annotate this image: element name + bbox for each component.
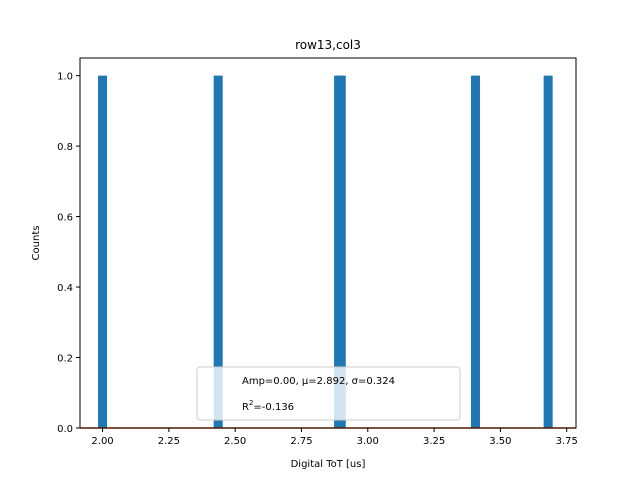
y-tick-label: 1.0 (57, 72, 73, 83)
legend-r-value: =-0.136 (253, 402, 294, 413)
histogram-bar (213, 75, 223, 428)
legend-r-label: R (242, 402, 249, 413)
y-tick-label: 0.6 (57, 213, 73, 224)
bars-group (98, 75, 553, 428)
y-tick-label: 0.2 (57, 354, 73, 365)
plot-frame (79, 57, 577, 429)
x-tick-label: 3.00 (357, 436, 379, 447)
x-tick-label: 2.00 (91, 436, 113, 447)
y-axis: 0.0 0.2 0.4 0.6 0.8 1.0 (57, 72, 80, 435)
x-tick-label: 3.75 (556, 436, 578, 447)
histogram-bar (470, 75, 480, 428)
histogram-bar (98, 75, 108, 428)
histogram-bar (336, 75, 346, 428)
legend-r-superscript: 2 (249, 399, 253, 407)
legend-entry-r-squared: R2=-0.136 (242, 399, 294, 413)
x-tick-label: 2.50 (224, 436, 246, 447)
y-axis-label: Counts (31, 226, 42, 261)
x-axis-label: Digital ToT [us] (291, 459, 366, 470)
x-tick-label: 2.75 (290, 436, 312, 447)
y-tick-label: 0.0 (57, 424, 73, 435)
chart-title: row13,col3 (295, 38, 361, 52)
legend: Amp=0.00, μ=2.892, σ=0.324 R2=-0.136 (196, 366, 461, 421)
y-tick-label: 0.4 (57, 283, 73, 294)
x-tick-label: 3.50 (489, 436, 511, 447)
x-axis: 2.00 2.25 2.50 2.75 3.00 3.25 3.50 3.75 (91, 428, 578, 447)
x-tick-label: 3.25 (423, 436, 445, 447)
x-tick-label: 2.25 (158, 436, 180, 447)
legend-box (196, 366, 461, 421)
y-tick-label: 0.8 (57, 142, 73, 153)
histogram-bar (543, 75, 553, 428)
legend-entry-fit-params: Amp=0.00, μ=2.892, σ=0.324 (242, 376, 395, 387)
